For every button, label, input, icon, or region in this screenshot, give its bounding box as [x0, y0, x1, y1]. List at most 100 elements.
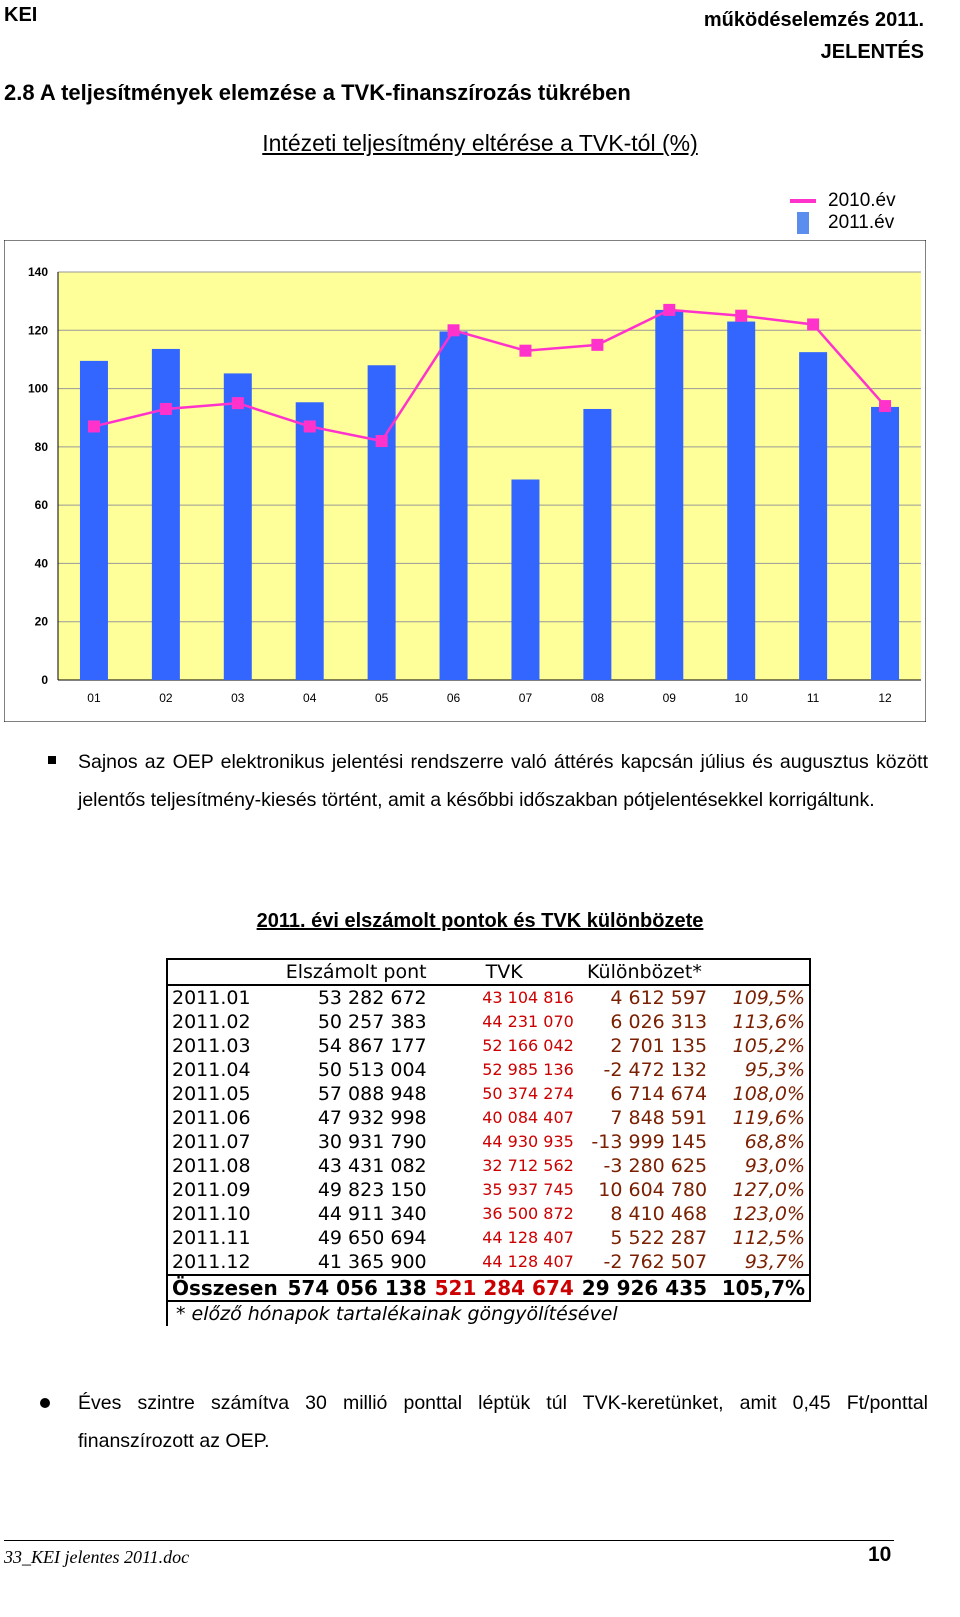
performance-chart: 0 20 40 60 80 100 120 140 01 02 03 04 05 06 07 08 09 10 1… — [4, 240, 926, 722]
y-tick-label: 20 — [35, 615, 49, 629]
point-2010-07 — [519, 344, 532, 357]
x-tick-label: 07 — [519, 691, 533, 705]
y-tick-label: 80 — [35, 440, 49, 454]
table-cell: 119,6% — [711, 1106, 812, 1130]
table-cell: 50 374 274 — [482, 1084, 574, 1103]
table-cell: -2 472 132 — [603, 1059, 708, 1081]
table-note: * előző hónapok tartalékainak göngyölíté… — [165, 1301, 811, 1326]
table-cell: 7 848 591 — [610, 1107, 708, 1129]
table-row: 2011.05 57 088 948 50 374 274 6 714 674 108,… — [166, 1082, 812, 1106]
point-2010-01 — [87, 420, 100, 433]
table-cell: 52 166 042 — [482, 1036, 574, 1055]
table-cell: 2011.09 — [166, 1178, 282, 1202]
legend-label-2011: 2011.év — [828, 212, 895, 233]
table-cell: 2011.01 — [166, 985, 282, 1010]
table-row: 2011.12 41 365 900 44 128 407 -2 762 507 93,… — [166, 1250, 812, 1275]
legend-label-2010: 2010.év — [828, 190, 896, 211]
y-tick-label: 100 — [28, 382, 48, 396]
y-tick-label: 120 — [28, 323, 48, 337]
table-cell: 43 431 082 — [317, 1155, 427, 1177]
table-row: 2011.01 53 282 672 43 104 816 4 612 597 109,… — [166, 985, 812, 1010]
table-cell: 105,2% — [711, 1034, 812, 1058]
table-cell: 49 823 150 — [317, 1179, 427, 1201]
footer-page-number: 10 — [868, 1543, 892, 1566]
x-tick-label: 09 — [663, 691, 677, 705]
table-cell: 2 701 135 — [610, 1035, 708, 1057]
table-cell: 35 937 745 — [482, 1180, 574, 1199]
square-bullet-icon — [48, 756, 56, 764]
bar-2011-03 — [223, 373, 252, 680]
plot-area — [58, 272, 921, 680]
table-cell: 6 714 674 — [610, 1083, 708, 1105]
table-cell: 4 612 597 — [610, 987, 708, 1009]
bar-2011-12 — [871, 406, 900, 680]
table-header-cell — [711, 958, 812, 986]
table-cell: 6 026 313 — [610, 1011, 708, 1033]
table-cell: 112,5% — [711, 1226, 812, 1250]
bar-2011-04 — [295, 402, 324, 680]
table-row: 2011.09 49 823 150 35 937 745 10 604 780 127… — [166, 1178, 812, 1202]
header-right-line2: JELENTÉS — [820, 41, 924, 63]
table-cell: 108,0% — [711, 1082, 812, 1106]
table-cell: 68,8% — [711, 1130, 812, 1154]
table-cell: -3 280 625 — [603, 1155, 708, 1177]
point-2010-02 — [159, 402, 172, 415]
x-tick-label: 01 — [87, 691, 101, 705]
table-cell: 36 500 872 — [482, 1204, 574, 1223]
point-2010-10 — [735, 309, 748, 322]
table-cell: 2011.11 — [166, 1226, 282, 1250]
table-note-row: * előző hónapok tartalékainak göngyölíté… — [165, 1301, 811, 1326]
table-cell: 54 867 177 — [317, 1035, 427, 1057]
header-right: működéselemzés 2011. JELENTÉS — [704, 4, 924, 68]
chart-title: Intézeti teljesítmény eltérése a TVK-tól… — [262, 130, 698, 156]
table-row: 2011.04 50 513 004 52 985 136 -2 472 132 95,… — [166, 1058, 812, 1082]
table-cell: 53 282 672 — [317, 987, 427, 1009]
table-cell: 44 128 407 — [482, 1228, 574, 1247]
table-cell: 2011.04 — [166, 1058, 282, 1082]
table-cell: 2011.05 — [166, 1082, 282, 1106]
table-header-cell: TVK — [430, 958, 578, 986]
table-cell: 40 084 407 — [482, 1108, 574, 1127]
paragraph-annual-summary: Éves szintre számítva 30 millió ponttal … — [78, 1392, 928, 1452]
point-2010-05 — [375, 435, 388, 448]
table-cell: -13 999 145 — [591, 1131, 708, 1153]
table-cell: 2011.06 — [166, 1106, 282, 1130]
x-tick-label: 04 — [303, 691, 317, 705]
y-tick-label: 40 — [35, 556, 49, 570]
table-title: 2011. évi elszámolt pontok és TVK különb… — [256, 910, 704, 932]
bar-2011-06 — [439, 331, 468, 680]
bar-2011-09 — [655, 309, 684, 680]
points-table: Elszámolt pont TVK Különbözet* 2011.01 53 28… — [165, 958, 812, 1326]
bar-2011-05 — [367, 365, 396, 680]
point-2010-12 — [879, 400, 892, 413]
table-row: 2011.10 44 911 340 36 500 872 8 410 468 123,… — [166, 1202, 812, 1226]
table-row: 2011.11 49 650 694 44 128 407 5 522 287 112,… — [166, 1226, 812, 1250]
section-title: 2.8 A teljesítmények elemzése a TVK-fina… — [4, 80, 631, 105]
table-header-row: Elszámolt pont TVK Különbözet* — [166, 958, 812, 986]
point-2010-06 — [447, 324, 460, 337]
x-tick-label: 11 — [807, 691, 820, 705]
footer-divider — [4, 1540, 894, 1541]
point-2010-11 — [807, 318, 820, 331]
table-total-cell: 574 056 138 — [281, 1274, 431, 1302]
header-right-line1: működéselemzés 2011. — [703, 9, 924, 31]
table-cell: 41 365 900 — [317, 1251, 427, 1273]
table-cell: 5 522 287 — [610, 1227, 708, 1249]
bar-2011-01 — [79, 360, 108, 680]
table-total-cell: Összesen — [166, 1274, 282, 1302]
table-cell: 32 712 562 — [482, 1156, 574, 1175]
table-header-cell — [166, 958, 282, 986]
chart-legend: 2010.év 2011.év — [790, 190, 896, 234]
table-cell: 109,5% — [711, 985, 812, 1010]
line-2010 — [93, 308, 886, 443]
x-tick-label: 10 — [735, 691, 749, 705]
y-tick-label: 140 — [28, 265, 48, 279]
table-cell: 10 604 780 — [598, 1179, 708, 1201]
table-cell: 57 088 948 — [317, 1083, 427, 1105]
x-tick-label: 08 — [591, 691, 605, 705]
table-header-cell: Különbözet* — [577, 958, 712, 986]
point-2010-08 — [591, 338, 604, 351]
x-tick-label: 12 — [878, 691, 892, 705]
table-cell: 93,0% — [711, 1154, 812, 1178]
table-cell: 30 931 790 — [317, 1131, 427, 1153]
